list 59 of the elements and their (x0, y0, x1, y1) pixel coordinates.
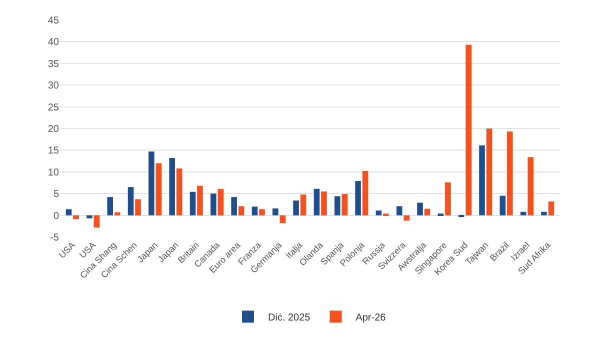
bar (280, 215, 286, 224)
y-tick-label: 35 (48, 58, 60, 70)
y-tick-label: 25 (48, 102, 60, 114)
bar (293, 200, 299, 216)
bar (541, 212, 547, 216)
bar (107, 197, 113, 216)
bar (73, 215, 79, 220)
bar (445, 182, 451, 216)
y-tick-label: 45 (48, 16, 60, 26)
bar (231, 197, 237, 216)
x-tick-label: USA (56, 240, 77, 260)
bar (321, 191, 327, 216)
bar (128, 187, 134, 216)
bar (114, 212, 120, 216)
bar (355, 181, 361, 216)
bar (86, 215, 92, 218)
bar (362, 171, 368, 216)
bar (272, 208, 278, 216)
bar (548, 201, 554, 216)
bar (218, 188, 224, 216)
bar (424, 208, 430, 216)
bar (259, 209, 265, 216)
bar (396, 206, 402, 216)
bar (135, 199, 141, 216)
bar (466, 44, 472, 216)
bar (66, 209, 72, 216)
y-tick-label: 40 (48, 37, 60, 48)
bar (94, 215, 100, 228)
bar (520, 212, 526, 216)
bar (176, 168, 182, 216)
bar (238, 206, 244, 216)
bar (156, 163, 162, 216)
y-tick-label: 15 (48, 146, 60, 157)
y-tick-label: 30 (48, 80, 60, 92)
y-tick-label: 20 (48, 124, 60, 135)
bar (334, 196, 340, 216)
bar (376, 210, 382, 216)
bar (314, 188, 320, 216)
bar (479, 145, 485, 216)
bar (252, 206, 258, 216)
legend-label: Diċ. 2025 (268, 312, 311, 324)
bar (342, 194, 348, 216)
bar (404, 215, 410, 221)
bar (486, 128, 492, 216)
y-tick-label: 0 (53, 210, 60, 222)
legend-label: Apr-26 (356, 312, 386, 324)
y-tick-label: -5 (50, 232, 60, 244)
bar (148, 152, 154, 216)
bar (210, 194, 216, 216)
bar (500, 196, 506, 216)
bar (417, 202, 423, 216)
bar (190, 192, 196, 216)
bar (169, 158, 175, 216)
bar (197, 186, 203, 216)
bar (300, 194, 306, 216)
y-tick-label: 10 (48, 167, 60, 178)
bar (507, 132, 513, 216)
bar (528, 157, 534, 216)
y-tick-label: 5 (53, 189, 60, 200)
